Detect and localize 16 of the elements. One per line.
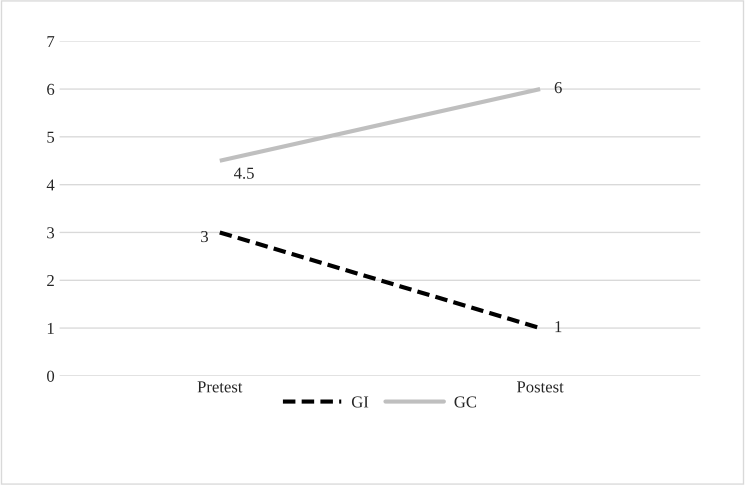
y-tick-label: 2: [47, 275, 54, 286]
x-tick-label: Pretest: [198, 381, 242, 392]
y-tick-label: 1: [48, 322, 54, 334]
y-tick-label: 0: [47, 370, 54, 382]
y-tick-label: 7: [48, 36, 54, 48]
y-tick-label: 3: [47, 227, 54, 238]
data-label: 1: [555, 321, 562, 332]
data-label: 4.5: [234, 168, 254, 179]
legend-label: GC: [454, 396, 476, 408]
legend-label: GI: [352, 396, 368, 408]
y-tick-label: 6: [47, 84, 54, 95]
y-tick-label: 5: [47, 132, 54, 143]
data-label: 3: [201, 230, 208, 242]
x-tick-label: Postest: [516, 381, 564, 392]
y-tick-label: 4: [46, 179, 54, 190]
data-label: 6: [554, 82, 562, 94]
